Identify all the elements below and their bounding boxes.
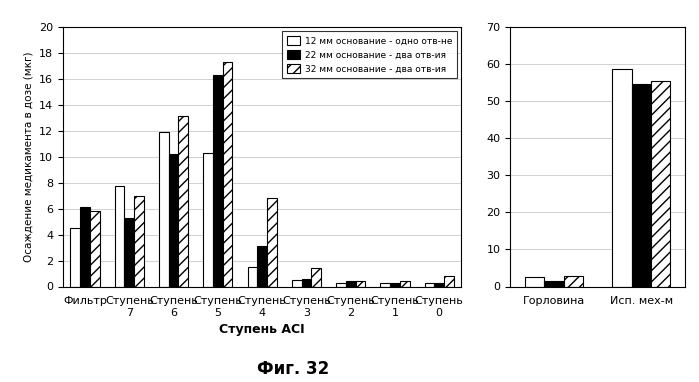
Bar bbox=[400, 281, 410, 286]
Bar bbox=[213, 75, 223, 286]
Bar bbox=[632, 84, 651, 286]
Bar bbox=[380, 283, 390, 286]
Bar bbox=[545, 281, 563, 286]
Bar bbox=[267, 198, 277, 286]
Bar bbox=[115, 186, 124, 286]
Bar bbox=[71, 228, 80, 286]
Bar bbox=[434, 283, 444, 286]
Bar bbox=[444, 276, 454, 286]
Bar bbox=[159, 132, 168, 286]
Bar bbox=[178, 117, 188, 286]
Bar bbox=[223, 62, 233, 286]
Bar bbox=[124, 218, 134, 286]
Bar bbox=[346, 281, 356, 286]
X-axis label: Ступень ACI: Ступень ACI bbox=[219, 324, 305, 337]
Bar bbox=[203, 153, 213, 286]
Bar bbox=[80, 207, 90, 286]
Bar bbox=[311, 268, 321, 286]
Bar bbox=[90, 211, 100, 286]
Text: Фиг. 32: Фиг. 32 bbox=[257, 360, 330, 378]
Bar bbox=[257, 246, 267, 286]
Bar bbox=[525, 277, 545, 286]
Bar bbox=[651, 81, 670, 286]
Bar bbox=[563, 276, 583, 286]
Bar bbox=[390, 283, 400, 286]
Bar bbox=[134, 196, 144, 286]
Bar bbox=[336, 283, 346, 286]
Legend: 12 мм основание - одно отв-не, 22 мм основание - два отв-ия, 32 мм основание - д: 12 мм основание - одно отв-не, 22 мм осн… bbox=[282, 31, 457, 78]
Bar bbox=[612, 70, 632, 286]
Bar bbox=[247, 267, 257, 286]
Bar bbox=[301, 279, 311, 286]
Bar bbox=[168, 154, 178, 286]
Bar bbox=[424, 283, 434, 286]
Bar bbox=[291, 280, 301, 286]
Bar bbox=[356, 281, 366, 286]
Y-axis label: Осаждение медикамента в дозе (мкг): Осаждение медикамента в дозе (мкг) bbox=[24, 51, 34, 262]
